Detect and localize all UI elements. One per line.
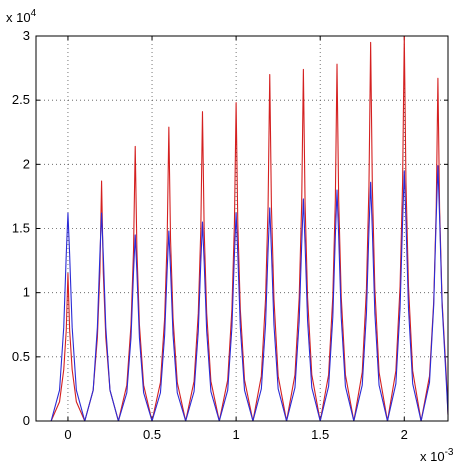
x-multiplier-exponent: -3 [445, 447, 454, 458]
y-tick-label: 0.5 [12, 349, 30, 364]
y-tick-label: 3 [23, 28, 30, 43]
x-multiplier-base: x 10 [420, 449, 445, 464]
x-tick-label: 1 [232, 427, 239, 442]
y-tick-label: 1.5 [12, 221, 30, 236]
y-multiplier-base: x 10 [6, 10, 31, 25]
plot-frame [35, 35, 449, 422]
x-tick-label: 2 [401, 427, 408, 442]
x-tick-label: 1.5 [311, 427, 329, 442]
x-multiplier: x 10-3 [420, 447, 454, 464]
y-tick-label: 2.5 [12, 92, 30, 107]
y-tick-label: 0 [23, 413, 30, 428]
series-line [36, 165, 449, 422]
y-tick-label: 1 [23, 285, 30, 300]
x-tick-label: 0.5 [143, 427, 161, 442]
plot-area [36, 36, 448, 421]
y-tick-label: 2 [23, 156, 30, 171]
x-tick-label: 0 [64, 427, 71, 442]
y-multiplier: x 104 [6, 8, 37, 25]
y-multiplier-exponent: 4 [31, 8, 37, 19]
